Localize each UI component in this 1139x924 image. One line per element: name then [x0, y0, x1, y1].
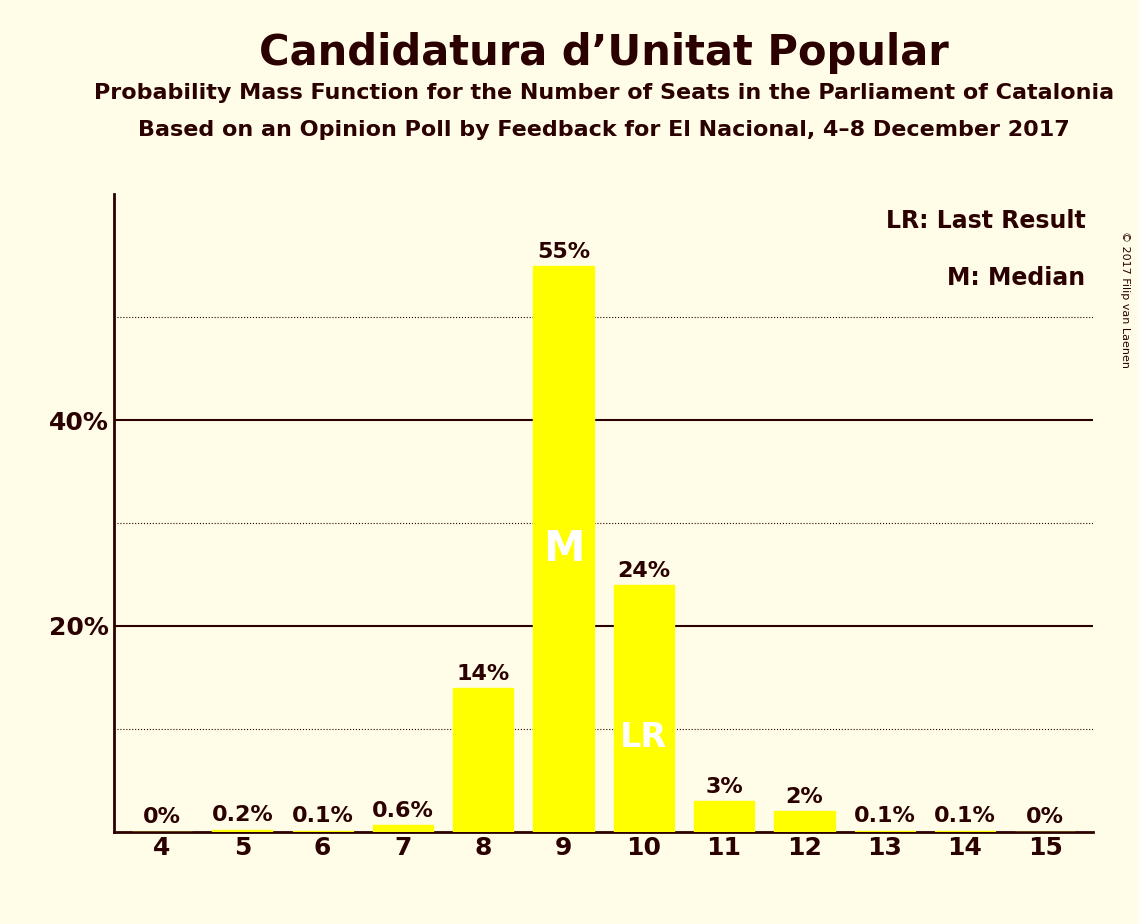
Bar [293, 831, 353, 832]
Bar [372, 825, 433, 832]
Bar [694, 801, 754, 832]
Text: 0.1%: 0.1% [854, 807, 916, 826]
Text: M: M [543, 528, 584, 570]
Bar [775, 811, 835, 832]
Text: 0.2%: 0.2% [212, 806, 273, 825]
Bar [453, 687, 514, 832]
Text: 2%: 2% [786, 787, 823, 807]
Text: 24%: 24% [617, 561, 671, 580]
Text: LR: LR [621, 722, 667, 754]
Text: LR: Last Result: LR: Last Result [886, 210, 1085, 234]
Text: 0.6%: 0.6% [372, 801, 434, 821]
Bar [935, 831, 995, 832]
Text: Probability Mass Function for the Number of Seats in the Parliament of Catalonia: Probability Mass Function for the Number… [93, 83, 1114, 103]
Text: M: Median: M: Median [948, 266, 1085, 290]
Text: © 2017 Filip van Laenen: © 2017 Filip van Laenen [1120, 231, 1130, 368]
Text: 0%: 0% [1026, 808, 1064, 828]
Bar [533, 266, 593, 832]
Text: Candidatura d’Unitat Popular: Candidatura d’Unitat Popular [259, 32, 949, 74]
Text: 0.1%: 0.1% [934, 807, 995, 826]
Bar [854, 831, 915, 832]
Text: 0%: 0% [144, 808, 181, 828]
Text: Based on an Opinion Poll by Feedback for El Nacional, 4–8 December 2017: Based on an Opinion Poll by Feedback for… [138, 120, 1070, 140]
Text: 3%: 3% [705, 777, 743, 796]
Text: 0.1%: 0.1% [292, 807, 353, 826]
Bar [212, 830, 272, 832]
Text: 14%: 14% [457, 663, 510, 684]
Bar [614, 585, 674, 832]
Text: 55%: 55% [536, 242, 590, 261]
